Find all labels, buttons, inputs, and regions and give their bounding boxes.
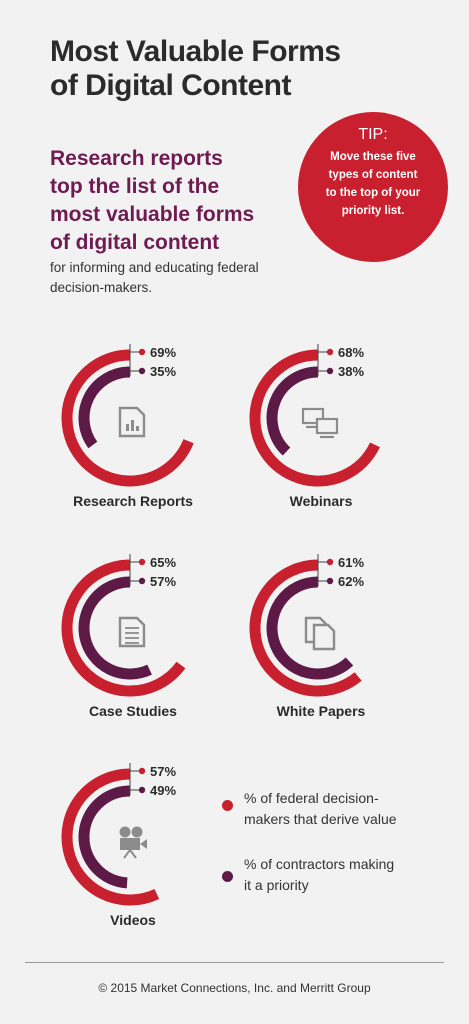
- value-label-contractors: 49%: [150, 783, 176, 798]
- value-label-contractors: 57%: [150, 574, 176, 589]
- legend-contractors-line-2: it a priority: [244, 877, 309, 893]
- dot-contractors: [138, 577, 146, 585]
- dot-federal: [326, 348, 334, 356]
- subtext-line-1: for informing and educating federal: [50, 260, 259, 275]
- subhead-line-1: Research reports: [50, 147, 223, 170]
- subtext-line-2: decision-makers.: [50, 280, 153, 295]
- arc-contractors-case-studies: [78, 576, 152, 680]
- icon-reel: [131, 826, 143, 838]
- legend-federal-line-2: makers that derive value: [244, 811, 397, 827]
- title-line-1: Most Valuable Forms: [50, 35, 341, 68]
- legend-contractors-line-1: % of contractors making: [244, 856, 395, 872]
- subheadline: Research reports top the list of the mos…: [50, 145, 300, 257]
- dot-contractors: [138, 786, 146, 794]
- value-label-federal: 61%: [338, 555, 364, 570]
- value-label-federal: 65%: [150, 555, 176, 570]
- legend-contractors-dot: [222, 871, 233, 882]
- legend-federal-line-1: % of federal decision-: [244, 790, 379, 806]
- chart-white-papers: 61% 62% White Papers: [249, 554, 366, 719]
- tip-label: TIP:: [358, 126, 388, 143]
- category-label: Case Studies: [89, 703, 177, 719]
- category-label: Research Reports: [73, 493, 193, 509]
- category-label: Videos: [110, 912, 156, 928]
- subhead-line-2: top the list of the: [50, 175, 220, 198]
- value-label-contractors: 62%: [338, 574, 364, 589]
- arc-contractors-videos: [78, 785, 131, 889]
- icon-body: [120, 838, 140, 850]
- tip-line-4: priority list.: [341, 205, 405, 217]
- page-title: Most Valuable Forms of Digital Content: [50, 35, 350, 103]
- legend-federal-label: % of federal decision- makers that deriv…: [244, 788, 397, 830]
- dot-contractors: [326, 577, 334, 585]
- value-label-federal: 68%: [338, 345, 364, 360]
- tip-text: Move these five types of content to the …: [308, 148, 438, 220]
- arc-federal-webinars: [249, 349, 380, 487]
- value-label-contractors: 38%: [338, 364, 364, 379]
- tip-line-1: Move these five: [330, 151, 416, 163]
- legend-contractors-label: % of contractors making it a priority: [244, 854, 394, 896]
- dot-contractors: [326, 367, 334, 375]
- arc-federal-research-reports: [61, 349, 194, 487]
- value-label-federal: 57%: [150, 764, 176, 779]
- category-label: Webinars: [290, 493, 353, 509]
- chart-videos: 57% 49% Videos: [61, 763, 176, 928]
- arc-contractors-webinars: [266, 366, 319, 456]
- chart-webinars: 68% 38% Webinars: [249, 344, 380, 509]
- icon-bar: [126, 424, 129, 431]
- arc-federal-videos: [61, 768, 160, 906]
- category-label: White Papers: [277, 703, 366, 719]
- tip-badge: TIP: Move these five types of content to…: [298, 112, 448, 262]
- value-label-federal: 69%: [150, 345, 176, 360]
- footer-divider: [25, 962, 444, 963]
- report-chart-icon: [118, 406, 146, 438]
- subhead-line-3: most valuable forms: [50, 203, 255, 226]
- dot-federal: [138, 348, 146, 356]
- subhead-line-4: of digital content: [50, 231, 220, 254]
- tip-line-2: types of content: [328, 169, 418, 181]
- icon-page: [312, 623, 336, 651]
- legend-federal-dot: [222, 800, 233, 811]
- chart-research-reports: 69% 35% Research Reports: [61, 344, 194, 509]
- arc-contractors-white-papers: [266, 576, 354, 680]
- arc-contractors-research-reports: [78, 366, 131, 449]
- icon-leg: [123, 849, 131, 859]
- icon-bar: [131, 420, 134, 431]
- title-line-2: of Digital Content: [50, 69, 291, 102]
- tip-line-3: to the top of your: [325, 187, 421, 199]
- icon-bar: [136, 426, 139, 431]
- document-icon: [118, 616, 146, 648]
- footer-copyright: © 2015 Market Connections, Inc. and Merr…: [98, 981, 371, 995]
- chart-case-studies: 65% 57% Case Studies: [61, 554, 186, 719]
- dot-federal: [326, 558, 334, 566]
- value-label-contractors: 35%: [150, 364, 176, 379]
- arc-federal-case-studies: [61, 559, 186, 697]
- subheadline-caption: for informing and educating federal deci…: [50, 258, 330, 298]
- icon-monitor: [315, 417, 339, 435]
- dot-federal: [138, 558, 146, 566]
- computers-icon: [301, 407, 325, 425]
- icon-leg: [129, 849, 137, 859]
- dot-federal: [138, 767, 146, 775]
- dot-contractors: [138, 367, 146, 375]
- video-camera-icon: [119, 826, 131, 838]
- arc-federal-white-papers: [249, 559, 362, 697]
- icon-lens: [140, 839, 147, 849]
